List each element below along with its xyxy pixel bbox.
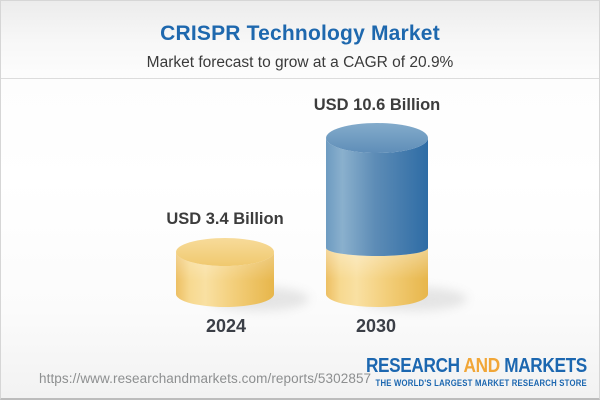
chart-title: CRISPR Technology Market bbox=[160, 22, 440, 45]
chart-subtitle: Market forecast to grow at a CAGR of 20.… bbox=[146, 54, 454, 71]
logo-word-markets: MARKETS bbox=[504, 355, 587, 377]
value-label-2024: USD 3.4 Billion bbox=[166, 210, 284, 228]
logo-word-and: AND bbox=[463, 355, 501, 377]
bar-2024-cylinder bbox=[176, 238, 274, 307]
logo-wordmark: RESEARCH AND MARKETS bbox=[366, 355, 587, 377]
axis-label-2030: 2030 bbox=[355, 316, 397, 336]
logo-word-research: RESEARCH bbox=[366, 355, 460, 377]
logo-tagline: THE WORLD'S LARGEST MARKET RESEARCH STOR… bbox=[375, 378, 587, 388]
value-label-2030: USD 10.6 Billion bbox=[313, 96, 441, 114]
axis-label-2024: 2024 bbox=[205, 316, 247, 336]
bar-2030-cylinder bbox=[326, 123, 428, 307]
header-divider bbox=[1, 78, 599, 79]
report-url: https://www.researchandmarkets.com/repor… bbox=[39, 371, 372, 386]
research-and-markets-logo: RESEARCH AND MARKETS THE WORLD'S LARGEST… bbox=[366, 355, 587, 389]
